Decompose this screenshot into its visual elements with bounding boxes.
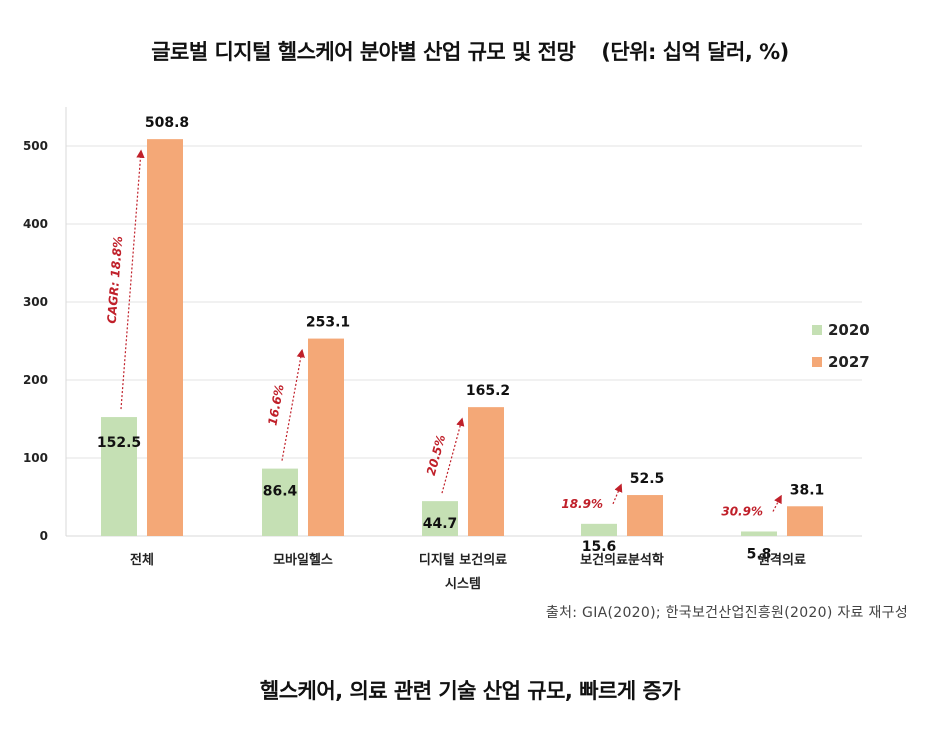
growth-arrow [281, 348, 305, 461]
bar-chart: 0 100 200 300 400 500 152.5 508.8 전체 CAGR: 18.8% 8… [23, 107, 870, 592]
y-tick-label: 500 [23, 139, 48, 153]
y-tick-label: 300 [23, 295, 48, 309]
y-tick-label: 400 [23, 217, 48, 231]
growth-arrow [772, 494, 782, 512]
data-label-2020: 152.5 [97, 435, 141, 451]
legend-label-2020: 2020 [828, 321, 870, 339]
growth-label: 30.9% [721, 504, 763, 518]
category-label: 시스템 [445, 577, 481, 592]
category-label: 디지털 보건의료 [419, 552, 507, 568]
y-tick-label: 0 [40, 529, 48, 543]
category-label: 원격의료 [758, 552, 806, 568]
bar-2020 [741, 531, 777, 536]
y-tick-label: 100 [23, 451, 48, 465]
data-label-2027: 508.8 [145, 115, 189, 131]
growth-label: 16.6% [265, 383, 286, 426]
bar-2027 [787, 506, 823, 536]
title-unit: (단위: 십억 달러, %) [601, 40, 789, 64]
chart-title: 글로벌 디지털 헬스케어 분야별 산업 규모 및 전망 (단위: 십억 달러, %… [0, 36, 940, 66]
bar-2027 [468, 407, 504, 536]
data-label-2027: 38.1 [790, 482, 825, 498]
growth-arrow [612, 483, 623, 505]
title-text: 글로벌 디지털 헬스케어 분야별 산업 규모 및 전망 [151, 40, 576, 64]
bar-2027 [627, 495, 663, 536]
data-label-2027: 253.1 [306, 315, 350, 331]
data-label-2020: 86.4 [263, 484, 298, 500]
data-label-2027: 165.2 [466, 383, 510, 399]
data-label-2020: 5.8 [747, 546, 772, 562]
growth-arrow [120, 149, 145, 410]
category-label: 전체 [130, 552, 154, 568]
growth-label: 18.9% [561, 497, 603, 511]
growth-label: 20.5% [424, 433, 448, 477]
growth-label: CAGR: 18.8% [105, 235, 126, 324]
bar-2027 [308, 338, 344, 536]
legend-swatch-2020 [812, 325, 822, 335]
data-label-2020: 15.6 [582, 539, 617, 555]
source-note: 출처: GIA(2020); 한국보건산업진흥원(2020) 자료 재구성 [545, 605, 908, 621]
bar-2027 [147, 139, 183, 537]
growth-arrow [441, 417, 465, 494]
category-label: 모바일헬스 [273, 552, 333, 568]
legend-label-2027: 2027 [828, 353, 870, 371]
category-label: 보건의료분석학 [580, 552, 664, 568]
bar-2020 [422, 501, 458, 536]
legend-swatch-2027 [812, 357, 822, 367]
bar-2020 [101, 417, 137, 536]
chart-caption: 헬스케어, 의료 관련 기술 산업 규모, 빠르게 증가 [259, 679, 681, 703]
y-tick-label: 200 [23, 373, 48, 387]
bar-2020 [262, 468, 298, 536]
bar-2020 [581, 523, 617, 536]
data-label-2027: 52.5 [630, 471, 665, 487]
data-label-2020: 44.7 [423, 516, 458, 532]
